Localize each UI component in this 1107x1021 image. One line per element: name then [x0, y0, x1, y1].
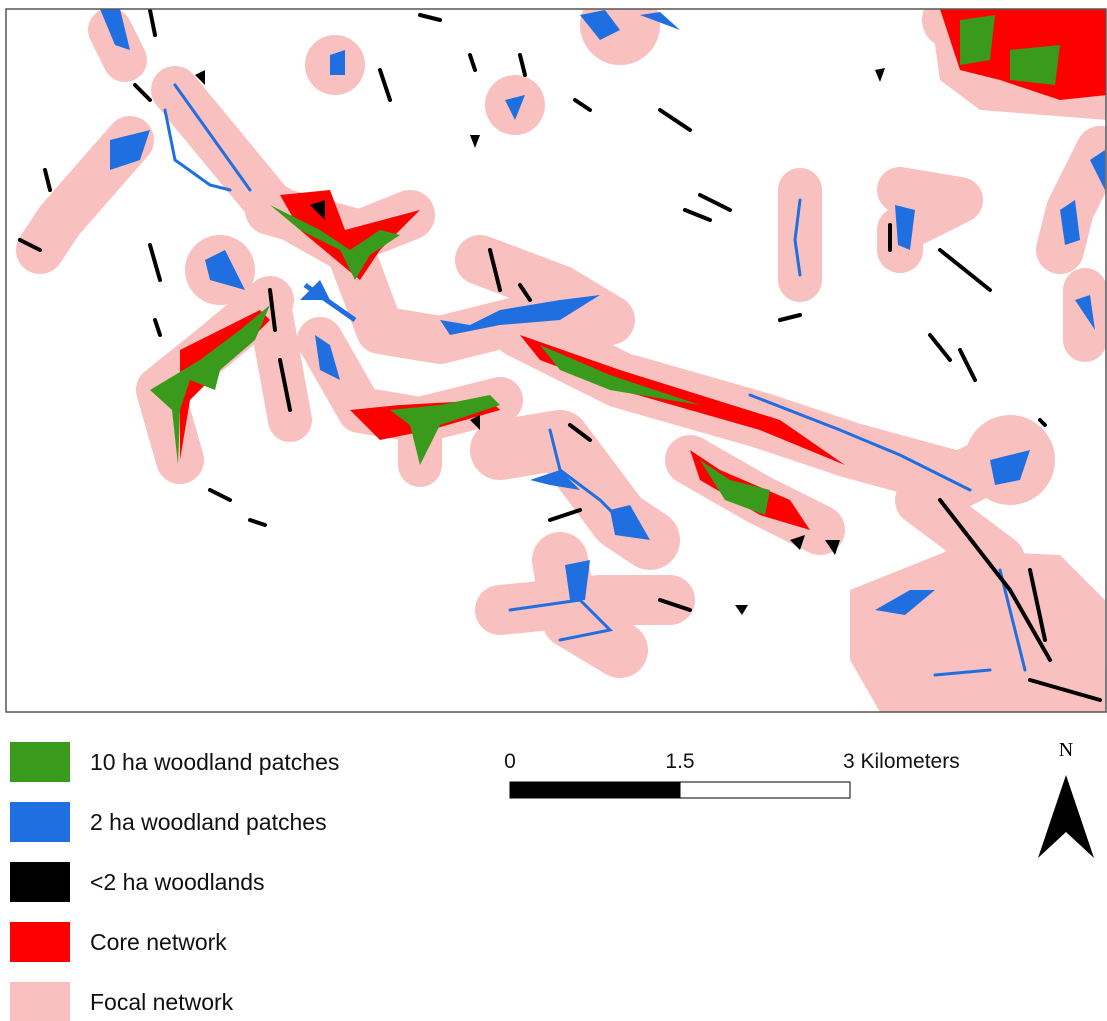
map-figure: 10 ha woodland patches 2 ha woodland patc… — [0, 0, 1107, 1021]
legend-swatch — [10, 922, 70, 962]
legend-label: Focal network — [90, 989, 234, 1015]
scale-label: 0 — [504, 750, 516, 773]
scale-segment — [680, 782, 850, 798]
legend-swatch — [10, 802, 70, 842]
legend: 10 ha woodland patches 2 ha woodland patc… — [10, 742, 339, 1021]
scale-label: 1.5 — [665, 750, 694, 773]
legend-swatch — [10, 982, 70, 1021]
north-label: N — [1059, 739, 1073, 761]
legend-swatch — [10, 862, 70, 902]
map — [20, 0, 1107, 712]
scale-label: 3 Kilometers — [843, 750, 960, 773]
legend-swatch — [10, 742, 70, 782]
legend-label: <2 ha woodlands — [90, 869, 265, 895]
scale-segment — [510, 782, 680, 798]
north-arrow: N — [1038, 739, 1094, 858]
legend-label: 10 ha woodland patches — [90, 749, 339, 775]
legend-label: Core network — [90, 929, 227, 955]
legend-label: 2 ha woodland patches — [90, 809, 327, 835]
scale-bar: 0 1.5 3 Kilometers — [504, 750, 960, 798]
north-arrow-shape — [1038, 775, 1094, 858]
